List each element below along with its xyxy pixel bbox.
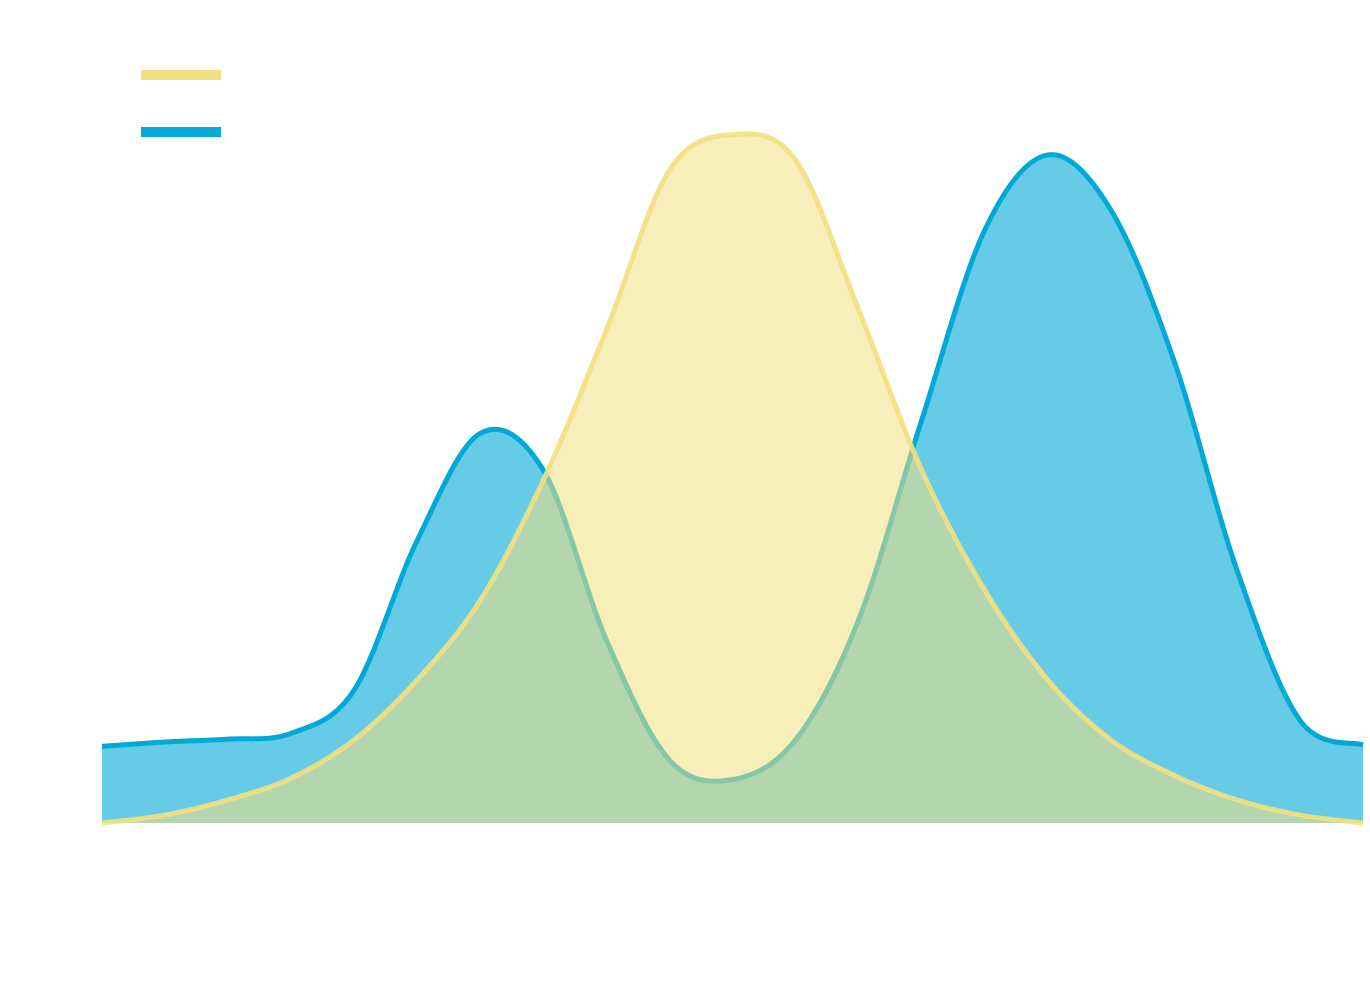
legend-swatch (141, 127, 221, 137)
line (101, 131, 1364, 826)
legend-swatch (141, 70, 221, 80)
area (102, 133, 1363, 823)
area (102, 154, 1363, 823)
